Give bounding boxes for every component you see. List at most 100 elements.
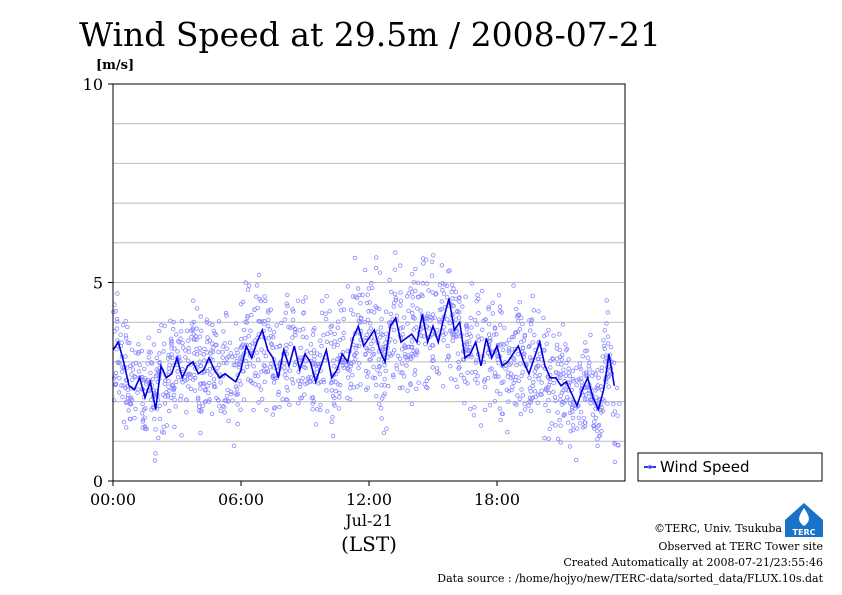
- sample-point: [377, 270, 383, 275]
- sample-point: [196, 408, 202, 413]
- sample-point: [374, 394, 379, 399]
- sample-point: [602, 399, 607, 404]
- sample-point: [238, 382, 243, 387]
- sample-point: [148, 397, 154, 403]
- sample-point: [365, 292, 370, 297]
- sample-point: [555, 361, 561, 367]
- sample-point: [282, 317, 288, 322]
- sample-point: [475, 381, 480, 386]
- sample-point: [490, 300, 495, 306]
- sample-point: [405, 357, 410, 363]
- sample-point: [172, 397, 177, 402]
- sample-point: [370, 346, 375, 352]
- sample-point: [420, 293, 425, 299]
- sample-point: [520, 321, 525, 327]
- sample-point: [125, 396, 131, 401]
- sample-point: [382, 377, 387, 382]
- sample-point: [570, 427, 576, 433]
- sample-point: [372, 310, 377, 315]
- sample-point: [129, 372, 134, 377]
- sample-point: [557, 417, 562, 423]
- sample-point: [479, 336, 485, 341]
- sample-point: [571, 379, 576, 384]
- sample-point: [254, 283, 260, 288]
- sample-point: [318, 338, 323, 343]
- sample-point: [277, 343, 283, 348]
- sample-point: [457, 310, 462, 315]
- sample-point: [535, 400, 540, 405]
- sample-point: [136, 369, 142, 374]
- sample-point: [348, 381, 354, 387]
- sample-point: [583, 392, 588, 397]
- sample-point: [224, 360, 229, 366]
- sample-point: [167, 388, 172, 394]
- logo-text: TERC: [793, 528, 816, 537]
- sample-point: [506, 348, 511, 353]
- sample-point: [150, 376, 156, 382]
- sample-point: [194, 306, 200, 311]
- sample-point: [183, 355, 188, 360]
- sample-point: [554, 370, 559, 375]
- sample-point: [283, 368, 288, 373]
- sample-point: [488, 338, 493, 343]
- sample-point: [197, 350, 203, 355]
- sample-point: [114, 316, 120, 322]
- sample-point: [567, 380, 572, 385]
- sample-point: [354, 343, 359, 349]
- sample-point: [415, 280, 421, 285]
- sample-point: [547, 426, 552, 431]
- sample-point: [211, 328, 217, 334]
- sample-point: [476, 311, 481, 316]
- sample-point: [392, 291, 398, 297]
- sample-point: [588, 332, 593, 338]
- sample-point: [496, 293, 502, 298]
- sample-point: [284, 346, 289, 351]
- sample-point: [153, 451, 158, 456]
- sample-point: [308, 342, 314, 347]
- sample-point: [329, 323, 335, 328]
- sample-point: [374, 305, 379, 310]
- sample-point: [406, 344, 412, 349]
- sample-point: [561, 388, 566, 393]
- sample-point: [430, 365, 435, 370]
- sample-point: [215, 397, 221, 403]
- sample-point: [261, 363, 266, 368]
- sample-point: [346, 375, 351, 380]
- sample-point: [290, 307, 295, 312]
- sample-point: [311, 348, 317, 353]
- sample-point: [140, 401, 145, 407]
- sample-point: [593, 388, 598, 393]
- sample-point: [441, 338, 446, 343]
- sample-point: [411, 280, 417, 285]
- sample-point: [495, 357, 500, 362]
- sample-point: [363, 352, 368, 357]
- sample-point: [487, 336, 493, 341]
- sample-point: [304, 349, 309, 354]
- sample-point: [496, 374, 501, 379]
- sample-point: [146, 335, 151, 340]
- sample-point: [542, 348, 547, 353]
- sample-point: [246, 283, 252, 288]
- sample-point: [384, 331, 389, 336]
- sample-point: [330, 393, 336, 399]
- sample-point: [254, 294, 259, 299]
- sample-point: [555, 410, 560, 415]
- sample-point: [594, 386, 599, 391]
- sample-point: [353, 294, 358, 299]
- sample-point: [335, 325, 341, 330]
- sample-point: [497, 304, 503, 309]
- sample-point: [410, 310, 415, 316]
- sample-point: [139, 411, 145, 416]
- sample-point: [498, 417, 503, 423]
- sample-point: [299, 395, 304, 400]
- sample-point: [487, 322, 492, 327]
- sample-point: [567, 410, 573, 415]
- sample-point: [238, 355, 243, 360]
- sample-point: [144, 379, 149, 384]
- sample-point: [268, 334, 274, 339]
- sample-point: [251, 407, 256, 413]
- sample-point: [238, 345, 243, 350]
- sample-point: [235, 350, 240, 355]
- sample-point: [129, 397, 135, 403]
- sample-point: [126, 408, 131, 413]
